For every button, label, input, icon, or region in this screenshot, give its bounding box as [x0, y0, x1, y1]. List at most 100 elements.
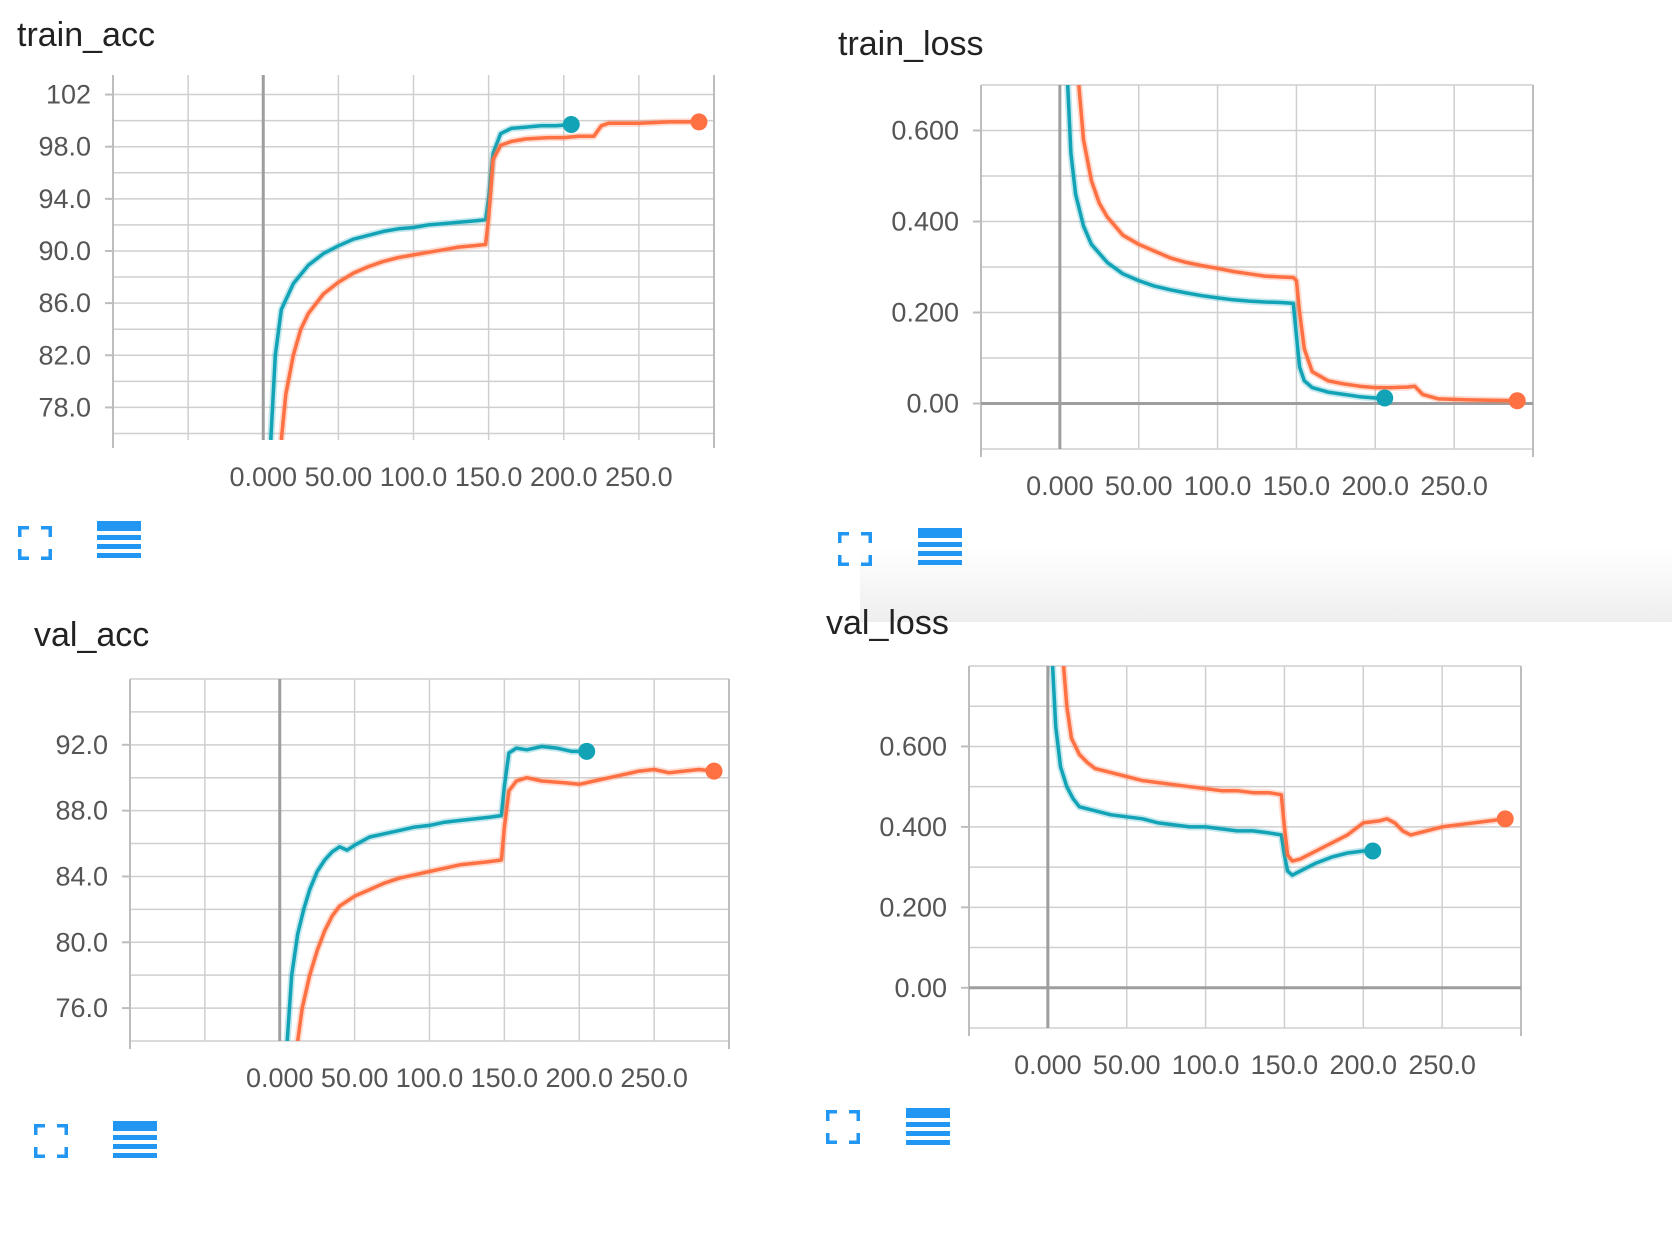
y-tick-label: 0.400 — [891, 207, 959, 237]
grid — [112, 75, 715, 440]
series-group — [1064, 85, 1518, 405]
x-tick-label: 250.0 — [1420, 471, 1488, 501]
series-group — [1049, 666, 1506, 879]
fullscreen-button[interactable] — [826, 1110, 860, 1144]
x-tick-label: 50.00 — [1105, 471, 1173, 501]
chart-card-train-acc: train_acc 78.0 82.0 86.0 90.0 94.0 98.0 102 0.0… — [0, 0, 800, 620]
series-line — [269, 122, 572, 440]
x-tick-label: 200.0 — [545, 1063, 613, 1093]
x-tick-label: 0.000 — [229, 462, 297, 492]
series-line — [295, 767, 715, 1041]
grid — [980, 84, 1534, 450]
chart-card-train-loss: train_loss 0.00 0.200 0.400 0.600 0.000 50.00… — [838, 0, 1640, 620]
y-tick-label: 90.0 — [38, 236, 91, 266]
y-tick-label: 98.0 — [38, 132, 91, 162]
x-tick-label: 0.000 — [1014, 1050, 1082, 1080]
chart-val-loss[interactable]: 0.00 0.200 0.400 0.600 0.000 50.00 100.0 150.0 2… — [826, 600, 1626, 1120]
fullscreen-button[interactable] — [34, 1124, 68, 1158]
x-tick-label: 200.0 — [1329, 1050, 1397, 1080]
series-end-point — [1364, 842, 1382, 860]
expand-icon — [34, 1124, 68, 1158]
axes-frame — [122, 679, 730, 1049]
x-tick-label: 200.0 — [530, 462, 598, 492]
data-table-icon — [918, 528, 962, 565]
data-table-button[interactable] — [113, 1121, 157, 1161]
chart-card-val-acc: val_acc 76.0 80.0 84.0 88.0 92.0 0.000 50.00 10… — [0, 600, 800, 1220]
series-line — [1077, 85, 1518, 403]
x-tick-label: 100.0 — [1184, 471, 1252, 501]
chart-train-loss[interactable]: 0.00 0.200 0.400 0.600 0.000 50.00 100.0 150.0 2… — [840, 0, 1640, 520]
x-tick-label: 50.00 — [305, 462, 373, 492]
chart-val-acc[interactable]: 76.0 80.0 84.0 88.0 92.0 0.000 50.00 100.0 150.0… — [0, 600, 800, 1120]
y-tick-label: 82.0 — [38, 340, 91, 370]
series-end-point — [705, 762, 723, 780]
y-tick-label: 80.0 — [55, 927, 108, 957]
y-tick-label: 84.0 — [55, 861, 108, 891]
x-tick-label: 150.0 — [1251, 1050, 1319, 1080]
series-end-point — [1376, 389, 1394, 407]
series-line-raw — [283, 743, 587, 1041]
x-tick-label: 0.000 — [246, 1063, 314, 1093]
y-tick-label: 0.200 — [891, 298, 959, 328]
x-tick-label: 0.000 — [1026, 471, 1094, 501]
fullscreen-button[interactable] — [18, 526, 52, 560]
axes-frame — [105, 75, 715, 448]
axes-frame — [961, 666, 1522, 1036]
y-tick-label: 0.00 — [906, 389, 959, 419]
axes-frame — [973, 85, 1534, 457]
series-line — [1065, 85, 1385, 400]
series-line — [1050, 666, 1373, 877]
x-tick-label: 150.0 — [471, 1063, 539, 1093]
series-line — [1061, 666, 1506, 863]
x-tick-label: 250.0 — [1408, 1050, 1476, 1080]
y-tick-label: 0.00 — [894, 973, 947, 1003]
expand-icon — [826, 1110, 860, 1144]
y-tick-label: 76.0 — [55, 993, 108, 1023]
y-tick-label: 0.600 — [891, 116, 959, 146]
toolbar-shade — [860, 548, 1672, 622]
y-tick-label: 88.0 — [55, 796, 108, 826]
expand-icon — [18, 526, 52, 560]
data-table-button[interactable] — [97, 521, 141, 561]
y-tick-label: 102 — [46, 80, 91, 110]
series-end-point — [690, 113, 708, 131]
x-tick-label: 50.00 — [321, 1063, 389, 1093]
data-table-icon — [97, 521, 141, 558]
chart-title: val_loss — [826, 604, 949, 642]
series-end-point — [562, 116, 580, 134]
chart-title: val_acc — [34, 616, 150, 654]
grid — [968, 665, 1522, 1029]
series-group — [267, 118, 699, 440]
chart-train-acc[interactable]: 78.0 82.0 86.0 90.0 94.0 98.0 102 0.000 50.00 100… — [0, 0, 800, 520]
x-tick-label: 50.00 — [1093, 1050, 1161, 1080]
x-tick-label: 100.0 — [1172, 1050, 1240, 1080]
data-table-icon — [906, 1108, 950, 1145]
y-tick-label: 86.0 — [38, 288, 91, 318]
series-line — [285, 744, 587, 1041]
x-tick-label: 150.0 — [455, 462, 523, 492]
series-line-raw — [277, 118, 699, 440]
data-table-button[interactable] — [906, 1108, 950, 1148]
data-table-icon — [113, 1121, 157, 1158]
series-end-point — [1508, 392, 1526, 410]
y-tick-label: 92.0 — [55, 730, 108, 760]
expand-icon — [838, 532, 872, 566]
fullscreen-button[interactable] — [838, 532, 872, 566]
y-tick-label: 78.0 — [38, 392, 91, 422]
series-line-raw — [267, 121, 572, 440]
x-tick-label: 250.0 — [605, 462, 673, 492]
x-tick-label: 200.0 — [1341, 471, 1409, 501]
x-tick-label: 150.0 — [1263, 471, 1331, 501]
series-line — [279, 120, 699, 440]
series-end-point — [578, 742, 596, 760]
x-tick-label: 100.0 — [396, 1063, 464, 1093]
x-tick-label: 250.0 — [620, 1063, 688, 1093]
x-tick-label: 100.0 — [380, 462, 448, 492]
series-line-raw — [1064, 85, 1385, 402]
y-tick-label: 0.600 — [879, 731, 947, 761]
data-table-button[interactable] — [918, 528, 962, 568]
y-tick-label: 94.0 — [38, 184, 91, 214]
series-group — [283, 743, 715, 1041]
y-tick-label: 0.400 — [879, 812, 947, 842]
